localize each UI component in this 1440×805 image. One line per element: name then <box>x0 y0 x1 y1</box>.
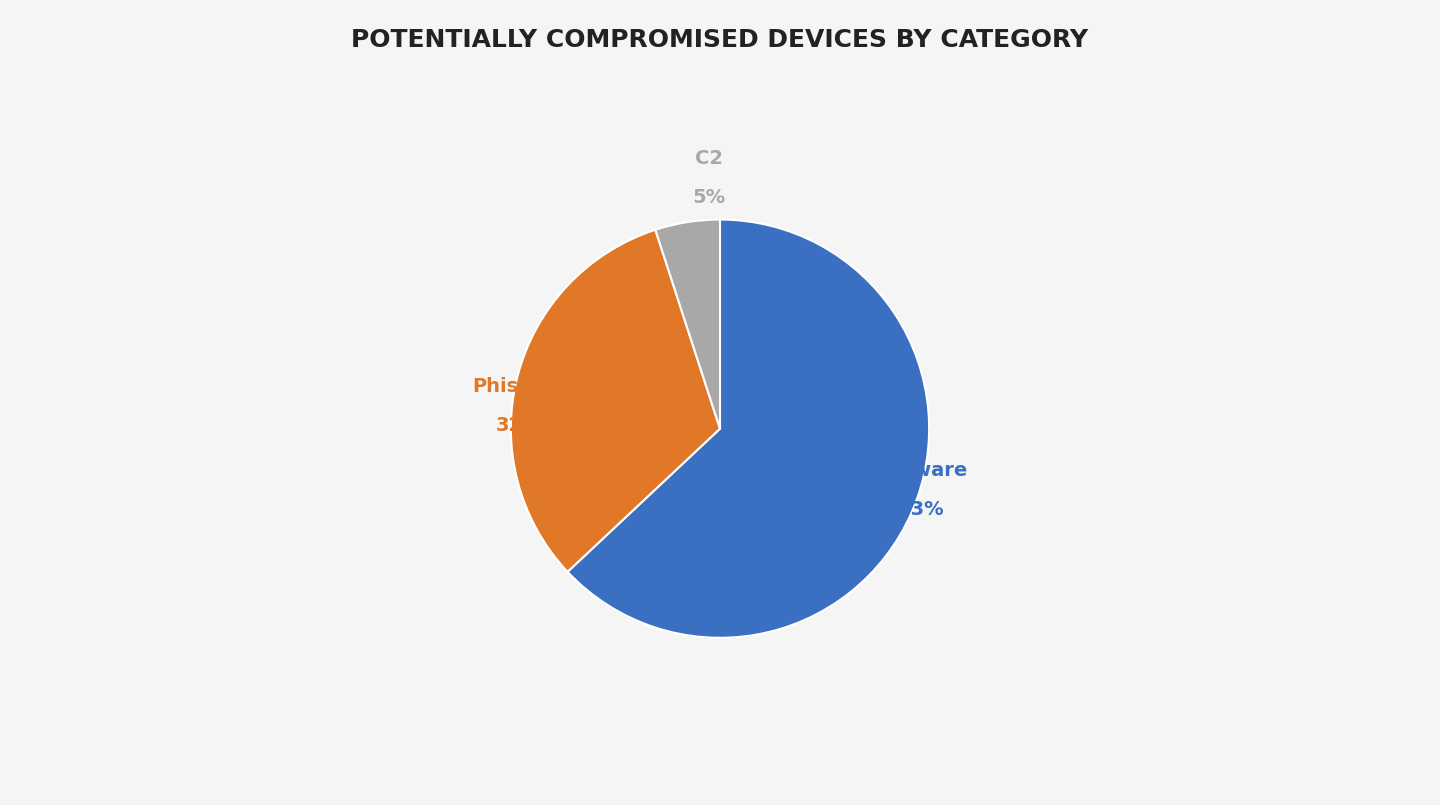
Text: 32%: 32% <box>495 416 543 436</box>
Title: POTENTIALLY COMPROMISED DEVICES BY CATEGORY: POTENTIALLY COMPROMISED DEVICES BY CATEG… <box>351 28 1089 52</box>
Text: C2: C2 <box>696 149 723 167</box>
Text: 63%: 63% <box>897 500 945 519</box>
Wedge shape <box>511 229 720 572</box>
Wedge shape <box>655 220 720 429</box>
Text: 5%: 5% <box>693 188 726 207</box>
Text: Phishing: Phishing <box>472 378 566 396</box>
Wedge shape <box>567 220 929 638</box>
Text: Malware: Malware <box>874 461 968 480</box>
